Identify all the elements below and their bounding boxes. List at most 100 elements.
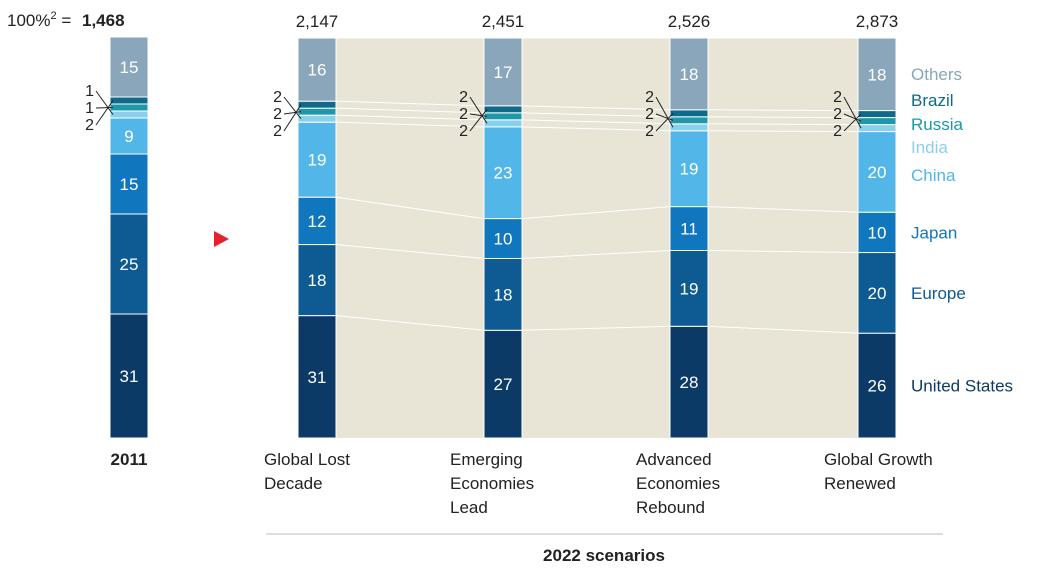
bar-global-growth-renewed: [857, 37, 897, 439]
value-label: 11: [680, 220, 698, 239]
category-label: Lead: [450, 498, 488, 517]
callout-value: 2: [459, 123, 468, 140]
scenario-arrow-icon: [214, 231, 229, 247]
connector-japan: [707, 206, 859, 213]
segment-europe: [109, 213, 149, 315]
header-total-label: 100%2 = 1,468: [7, 10, 125, 30]
category-label: Global Lost: [264, 450, 350, 469]
segment-united-states: [857, 332, 897, 439]
callout-line: [95, 100, 114, 126]
connector-india: [335, 114, 485, 121]
segment-others: [109, 36, 149, 98]
labels: 312515915112201131181219162222,147Global…: [85, 12, 1013, 517]
segment-united-states: [483, 329, 523, 439]
category-label: Rebound: [636, 498, 705, 517]
connector-united-states: [521, 325, 671, 331]
connector-brazil: [335, 100, 485, 107]
segment-united-states: [297, 315, 337, 439]
callout-line: [283, 111, 302, 115]
callout-value: 2: [645, 89, 654, 106]
segment-europe: [669, 249, 709, 327]
value-label: 20: [868, 163, 887, 182]
connector-europe: [521, 249, 671, 259]
connector-india: [707, 123, 859, 126]
callout-line: [469, 96, 488, 124]
category-label: Economies: [450, 474, 534, 493]
callout-line: [95, 90, 114, 115]
connector-china: [335, 121, 485, 128]
legend-japan: Japan: [911, 223, 957, 242]
bar-emerging-economies-lead: [483, 37, 523, 439]
category-label: Advanced: [636, 450, 712, 469]
category-label: Renewed: [824, 474, 896, 493]
callout-value: 2: [273, 123, 282, 140]
callout-line: [95, 107, 114, 109]
scenario-background: [298, 38, 896, 438]
callout-line: [469, 113, 488, 117]
value-label: 17: [494, 63, 513, 82]
callout-value: 2: [645, 106, 654, 123]
value-label: 19: [308, 151, 327, 170]
segment-europe: [297, 244, 337, 317]
callout-value: 2: [833, 106, 842, 123]
value-label: 19: [680, 279, 699, 298]
category-label: Decade: [264, 474, 323, 493]
value-label: 16: [308, 61, 327, 80]
value-label: 25: [120, 255, 139, 274]
value-label: 18: [308, 271, 327, 290]
segment-united-states: [109, 313, 149, 439]
callout-value: 2: [459, 89, 468, 106]
value-label: 20: [868, 284, 887, 303]
segment-russia: [109, 103, 149, 112]
segment-india: [109, 110, 149, 119]
segment-russia: [857, 117, 897, 126]
legend-china: China: [911, 166, 956, 185]
category-label: 2011: [111, 450, 148, 469]
connector-europe: [707, 249, 859, 254]
value-label: 18: [494, 285, 513, 304]
bar-total: 2,873: [856, 12, 899, 31]
callout-line: [843, 113, 862, 132]
segment-brazil: [297, 100, 337, 109]
legend-india: India: [911, 138, 948, 157]
value-label: 18: [680, 65, 699, 84]
connector-china: [521, 126, 671, 132]
callout-line: [843, 113, 862, 122]
segment-china: [669, 130, 709, 208]
connector-russia: [521, 112, 671, 118]
segment-india: [669, 123, 709, 132]
value-label: 31: [120, 367, 139, 386]
bars: [109, 36, 897, 439]
segment-china: [857, 131, 897, 213]
connector-russia: [335, 107, 485, 114]
segment-china: [483, 126, 523, 220]
segment-united-states: [669, 325, 709, 439]
legend-europe: Europe: [911, 284, 966, 303]
bar-total: 2,147: [296, 12, 339, 31]
scenario-band: [298, 38, 896, 438]
segment-others: [483, 37, 523, 107]
value-label: 15: [120, 58, 139, 77]
callout-value: 2: [645, 123, 654, 140]
callout-line: [655, 96, 674, 128]
callout-line: [655, 112, 674, 132]
segment-russia: [669, 116, 709, 125]
callout-line: [283, 104, 302, 132]
segment-russia: [297, 107, 337, 116]
callout-line: [283, 96, 302, 119]
value-label: 23: [494, 164, 513, 183]
segment-india: [857, 124, 897, 133]
segment-others: [857, 37, 897, 112]
connector-japan: [335, 196, 485, 220]
callout-line: [469, 109, 488, 132]
segment-japan: [857, 211, 897, 254]
bar-2011: [109, 36, 149, 439]
callout-value: 2: [833, 123, 842, 140]
value-label: 15: [120, 175, 139, 194]
callout-value: 1: [85, 100, 94, 117]
bar-advanced-economies-rebound: [669, 37, 709, 439]
segment-india: [483, 119, 523, 128]
value-label: 31: [308, 368, 327, 387]
connector-china: [707, 130, 859, 133]
